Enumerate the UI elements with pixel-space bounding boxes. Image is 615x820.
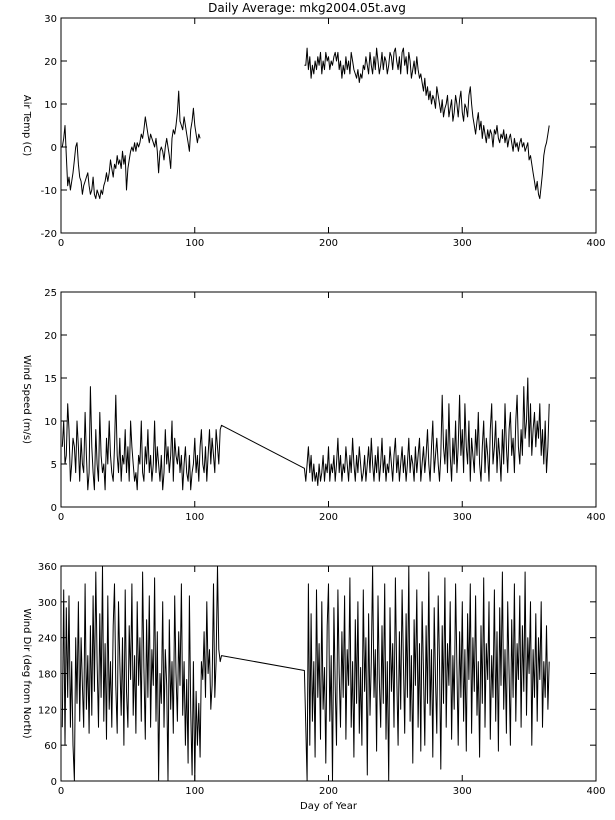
x-tick-label: 0 bbox=[58, 512, 64, 523]
plot-frame bbox=[60, 17, 597, 234]
x-tick-label: 400 bbox=[586, 238, 605, 249]
series-line bbox=[61, 90, 201, 200]
x-tick-label: 0 bbox=[58, 786, 64, 797]
y-tick-label: 10 bbox=[44, 417, 57, 428]
panel-2: 0 100 200 300 400 0 5 10 15 20 25 Wind Speed (m/s) bbox=[21, 288, 606, 523]
y-tick-label: 0 bbox=[51, 503, 57, 514]
x-tick-label: 300 bbox=[453, 238, 472, 249]
x-tick-label: 100 bbox=[185, 238, 204, 249]
y-tick-label: 300 bbox=[38, 598, 57, 609]
x-tick-label: 100 bbox=[185, 512, 204, 523]
x-tick-label: 200 bbox=[319, 512, 338, 523]
x-tick-label: 200 bbox=[319, 238, 338, 249]
y-tick-label: 360 bbox=[38, 562, 57, 573]
x-tick-label: 400 bbox=[586, 512, 605, 523]
y-tick-label: 240 bbox=[38, 634, 57, 645]
x-axis-label: Day of Year bbox=[300, 801, 358, 812]
chart-title: Daily Average: mkg2004.05t.avg bbox=[208, 1, 406, 15]
x-tick-label: 300 bbox=[453, 786, 472, 797]
y-tick-label: 0 bbox=[51, 143, 57, 154]
y-tick-label: -10 bbox=[41, 186, 57, 197]
x-tick-label: 400 bbox=[586, 786, 605, 797]
x-tick-label: 200 bbox=[319, 786, 338, 797]
panel-1: 0 100 200 300 400 -20 -10 0 10 20 30 Air Temp (C) bbox=[21, 14, 606, 249]
y-tick-label: 5 bbox=[51, 460, 57, 471]
y-tick-label: 60 bbox=[44, 741, 57, 752]
series-line bbox=[61, 565, 550, 782]
x-tick-label: 300 bbox=[453, 512, 472, 523]
y-tick-label: 10 bbox=[44, 100, 57, 111]
y-tick-label: 15 bbox=[44, 374, 57, 385]
y-axis-label: Wind Dir (deg from North) bbox=[21, 608, 32, 738]
y-tick-label: 30 bbox=[44, 14, 57, 25]
y-tick-label: 0 bbox=[51, 777, 57, 788]
plot-frame bbox=[60, 291, 597, 508]
x-tick-label: 100 bbox=[185, 786, 204, 797]
y-tick-label: 180 bbox=[38, 670, 57, 681]
y-axis-label: Air Temp (C) bbox=[21, 95, 32, 157]
y-tick-label: 25 bbox=[44, 288, 57, 299]
panel-3: 0 100 200 300 400 0 60 120 180 240 300 360 Wind Dir … bbox=[21, 562, 606, 812]
x-tick-label: 0 bbox=[58, 238, 64, 249]
y-tick-label: -20 bbox=[41, 229, 57, 240]
y-axis-label: Wind Speed (m/s) bbox=[21, 355, 32, 444]
y-tick-label: 20 bbox=[44, 331, 57, 342]
series-line bbox=[61, 377, 550, 491]
y-tick-label: 120 bbox=[38, 705, 57, 716]
y-tick-label: 20 bbox=[44, 57, 57, 68]
series-line bbox=[304, 47, 550, 200]
